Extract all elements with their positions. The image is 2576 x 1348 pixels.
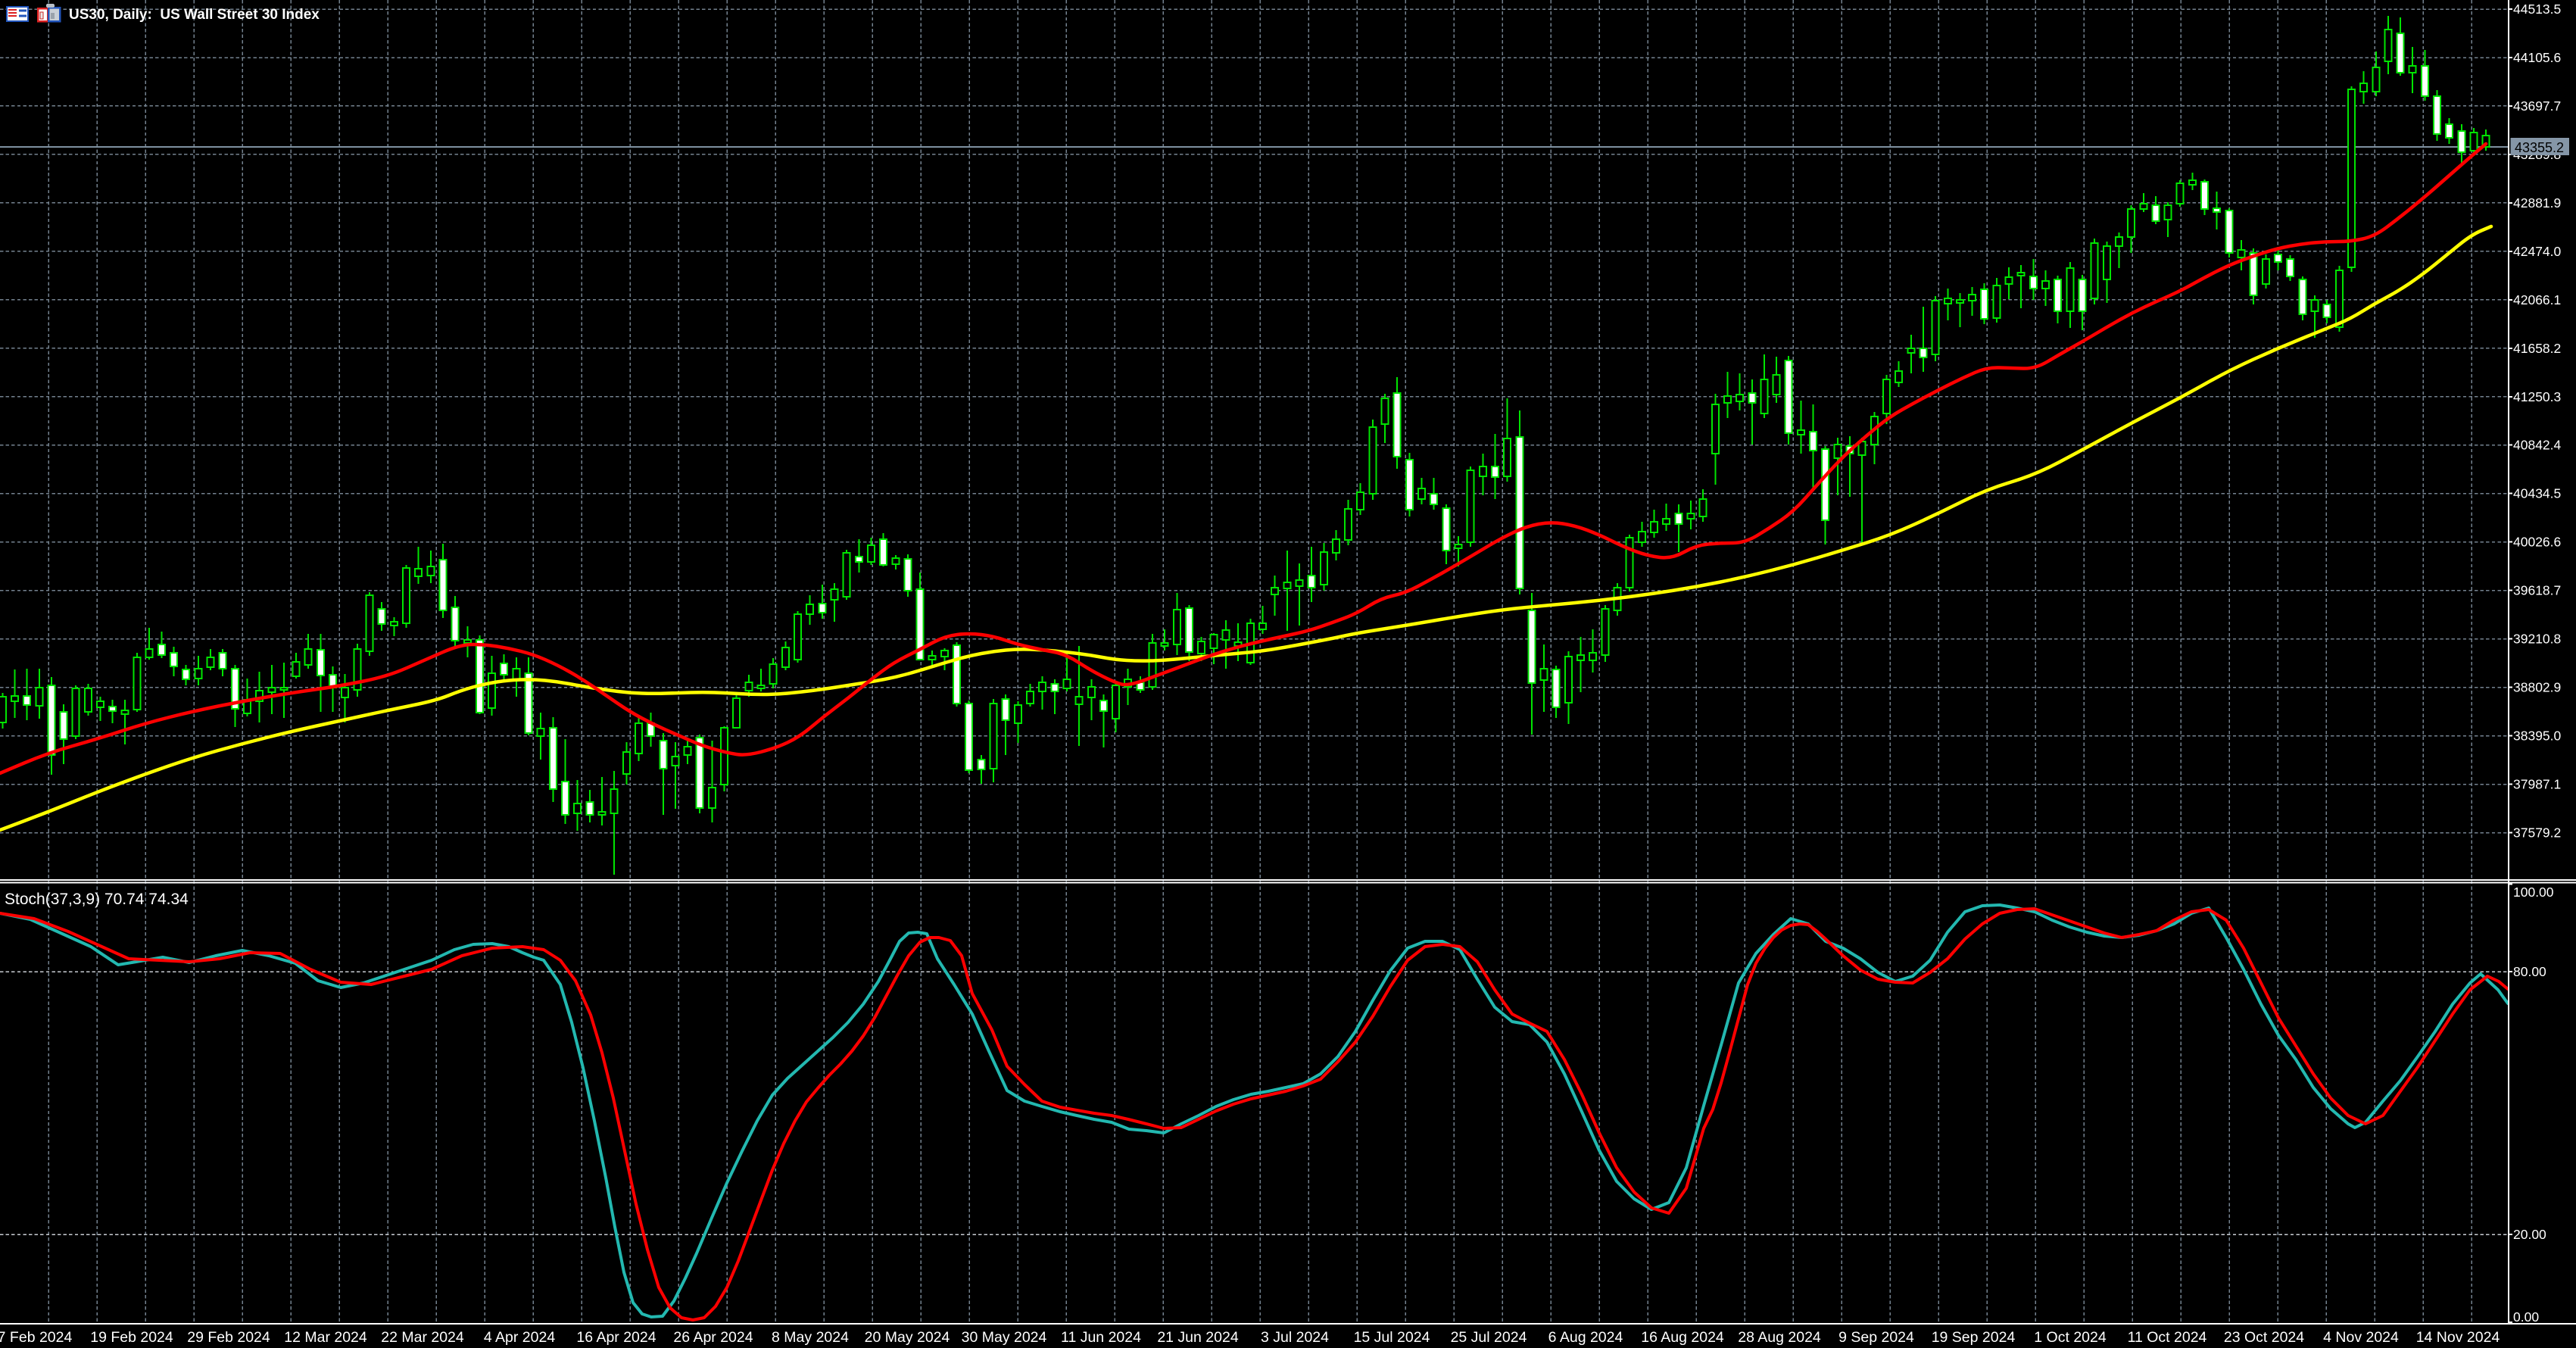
- svg-text:42474.0: 42474.0: [2513, 244, 2562, 259]
- svg-text:8 May 2024: 8 May 2024: [772, 1329, 849, 1346]
- svg-text:39210.8: 39210.8: [2513, 632, 2561, 647]
- svg-text:7 Feb 2024: 7 Feb 2024: [0, 1329, 72, 1346]
- svg-text:30 May 2024: 30 May 2024: [962, 1329, 1047, 1346]
- svg-text:41250.3: 41250.3: [2513, 389, 2561, 404]
- svg-text:20 May 2024: 20 May 2024: [865, 1329, 950, 1346]
- svg-text:14 Nov 2024: 14 Nov 2024: [2416, 1329, 2500, 1346]
- svg-text:28 Aug 2024: 28 Aug 2024: [1738, 1329, 1821, 1346]
- svg-text:40434.5: 40434.5: [2513, 486, 2561, 501]
- svg-text:US30, Daily: US Wall Street 3: US30, Daily: US Wall Street 30 Index: [69, 7, 320, 23]
- svg-text:19 Sep 2024: 19 Sep 2024: [1932, 1329, 2016, 1346]
- svg-text:Stoch(37,3,9) 70.74 74.34: Stoch(37,3,9) 70.74 74.34: [5, 891, 189, 908]
- svg-text:23 Oct 2024: 23 Oct 2024: [2224, 1329, 2304, 1346]
- svg-text:15 Jul 2024: 15 Jul 2024: [1354, 1329, 1430, 1346]
- svg-text:4 Apr 2024: 4 Apr 2024: [484, 1329, 555, 1346]
- svg-text:1 Oct 2024: 1 Oct 2024: [2034, 1329, 2107, 1346]
- svg-text:43355.2: 43355.2: [2515, 140, 2564, 155]
- svg-text:11 Oct 2024: 11 Oct 2024: [2128, 1329, 2207, 1346]
- svg-text:40842.4: 40842.4: [2513, 438, 2562, 453]
- svg-text:42066.1: 42066.1: [2513, 292, 2561, 307]
- svg-text:21 Jun 2024: 21 Jun 2024: [1157, 1329, 1239, 1346]
- svg-text:9 Sep 2024: 9 Sep 2024: [1838, 1329, 1914, 1346]
- svg-text:6 Aug 2024: 6 Aug 2024: [1548, 1329, 1623, 1346]
- svg-text:12 Mar 2024: 12 Mar 2024: [284, 1329, 367, 1346]
- svg-text:16 Aug 2024: 16 Aug 2024: [1641, 1329, 1724, 1346]
- svg-text:44105.6: 44105.6: [2513, 50, 2561, 65]
- svg-text:3 Jul 2024: 3 Jul 2024: [1261, 1329, 1329, 1346]
- svg-text:40026.6: 40026.6: [2513, 535, 2561, 550]
- svg-text:39618.7: 39618.7: [2513, 583, 2561, 598]
- svg-text:100.00: 100.00: [2513, 885, 2554, 900]
- svg-text:37579.2: 37579.2: [2513, 825, 2561, 841]
- svg-text:22 Mar 2024: 22 Mar 2024: [381, 1329, 464, 1346]
- svg-text:20.00: 20.00: [2513, 1227, 2546, 1242]
- svg-text:16 Apr 2024: 16 Apr 2024: [576, 1329, 656, 1346]
- svg-text:0.00: 0.00: [2513, 1309, 2539, 1325]
- svg-text:29 Feb 2024: 29 Feb 2024: [187, 1329, 270, 1346]
- svg-text:38802.9: 38802.9: [2513, 680, 2561, 695]
- svg-text:43697.7: 43697.7: [2513, 98, 2561, 114]
- svg-text:37987.1: 37987.1: [2513, 777, 2561, 792]
- svg-text:11 Jun 2024: 11 Jun 2024: [1061, 1329, 1141, 1346]
- svg-text:38395.0: 38395.0: [2513, 729, 2562, 744]
- svg-text:44513.5: 44513.5: [2513, 2, 2561, 17]
- svg-text:25 Jul 2024: 25 Jul 2024: [1451, 1329, 1527, 1346]
- svg-text:19 Feb 2024: 19 Feb 2024: [90, 1329, 173, 1346]
- svg-text:26 Apr 2024: 26 Apr 2024: [673, 1329, 753, 1346]
- svg-text:42881.9: 42881.9: [2513, 195, 2561, 211]
- svg-text:4 Nov 2024: 4 Nov 2024: [2323, 1329, 2399, 1346]
- svg-text:80.00: 80.00: [2513, 964, 2546, 979]
- svg-text:41658.2: 41658.2: [2513, 341, 2561, 356]
